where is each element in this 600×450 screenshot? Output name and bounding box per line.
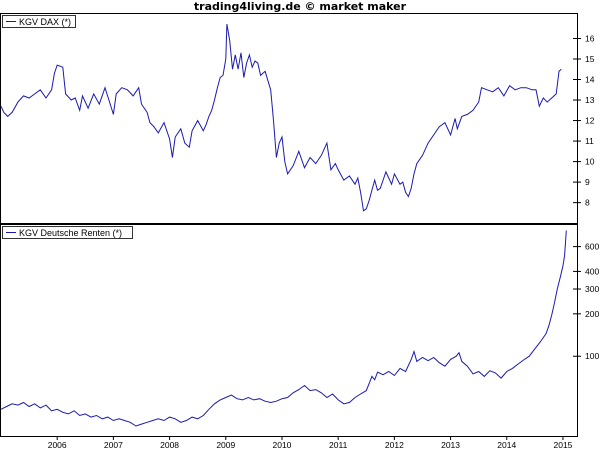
panel-kgv-dax: 8 9 10 11 12 13 14 15 16 KGV DAX (*): [0, 13, 595, 224]
x-tick-label: 2008: [160, 440, 179, 450]
y-tick-label: 200: [585, 309, 599, 319]
x-tick-label: 2015: [553, 440, 572, 450]
y-tick-label: 400: [585, 266, 599, 276]
chart-title: trading4living.de © market maker: [194, 0, 407, 13]
series-line: [0, 24, 562, 212]
x-tick-label: 2013: [441, 440, 460, 450]
x-tick-label: 2007: [104, 440, 123, 450]
y-tick-label: 600: [585, 242, 599, 252]
y-tick-label: 300: [585, 284, 599, 294]
legend-label: KGV DAX (*): [19, 17, 71, 27]
legend-box: [2, 15, 76, 28]
y-tick-label: 16: [585, 33, 595, 43]
x-tick-label: 2012: [385, 440, 404, 450]
panel-kgv-renten: 100 200 300 400 600 KGV Deutsche Renten (*): [0, 224, 599, 437]
x-axis: 2006 2007 2008 2009 2010 2011 2012 2013 2014 2015: [48, 436, 573, 450]
panel-frame-top: [0, 13, 578, 224]
legend-label: KGV Deutsche Renten (*): [19, 228, 122, 238]
series-line: [0, 230, 567, 427]
x-tick-label: 2006: [48, 440, 67, 450]
y-tick-label: 10: [585, 157, 595, 167]
y-tick-label: 14: [585, 75, 595, 85]
panel-frame-bottom: [0, 224, 578, 437]
legend-kgv-dax: KGV DAX (*): [2, 15, 76, 28]
legend-kgv-renten: KGV Deutsche Renten (*): [2, 226, 133, 239]
y-tick-label: 15: [585, 54, 595, 64]
y-tick-label: 100: [585, 351, 599, 361]
y-tick-label: 12: [585, 116, 595, 126]
y-tick-label: 9: [585, 177, 590, 187]
y-tick-label: 11: [585, 136, 594, 146]
x-tick-label: 2009: [216, 440, 235, 450]
x-tick-label: 2014: [497, 440, 516, 450]
y-tick-label: 13: [585, 95, 595, 105]
x-tick-label: 2010: [273, 440, 292, 450]
y-tick-label: 8: [585, 198, 590, 208]
x-tick-label: 2011: [329, 440, 348, 450]
legend-box: [2, 226, 133, 239]
